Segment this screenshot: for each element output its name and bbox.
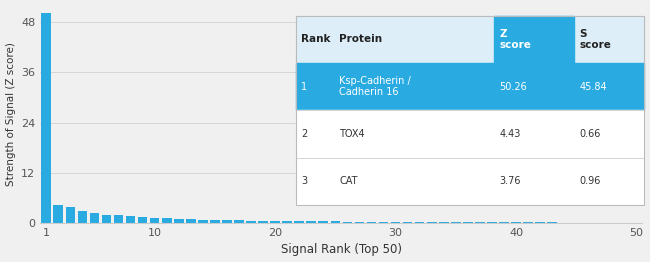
Text: CAT: CAT — [339, 176, 358, 186]
Bar — [391, 222, 400, 223]
Text: 4.43: 4.43 — [499, 129, 521, 139]
Bar — [296, 157, 644, 205]
Bar — [114, 216, 124, 223]
Text: 3: 3 — [301, 176, 307, 186]
Bar — [355, 222, 364, 223]
Bar — [427, 222, 437, 223]
Text: TOX4: TOX4 — [339, 129, 365, 139]
Bar — [294, 221, 304, 223]
Bar — [330, 221, 340, 223]
Bar — [451, 222, 461, 223]
Bar — [66, 207, 75, 223]
Bar — [403, 222, 412, 223]
Text: S
score: S score — [579, 29, 611, 50]
Bar — [296, 110, 644, 157]
Bar — [138, 217, 148, 223]
Text: Protein: Protein — [339, 34, 382, 44]
Text: 45.84: 45.84 — [579, 82, 607, 92]
Bar — [439, 222, 448, 223]
Bar — [367, 222, 376, 223]
Bar — [222, 220, 232, 223]
Text: Ksp-Cadherin /
Cadherin 16: Ksp-Cadherin / Cadherin 16 — [339, 76, 411, 97]
Bar — [198, 220, 207, 223]
Text: Rank: Rank — [301, 34, 330, 44]
Bar — [463, 222, 473, 223]
Text: 1: 1 — [301, 82, 307, 92]
Bar — [536, 222, 545, 223]
Bar — [186, 219, 196, 223]
Bar — [475, 222, 485, 223]
Bar — [343, 222, 352, 223]
Bar — [258, 221, 268, 223]
X-axis label: Signal Rank (Top 50): Signal Rank (Top 50) — [281, 243, 402, 256]
Bar — [560, 222, 569, 223]
Bar — [53, 205, 63, 223]
Bar — [150, 218, 159, 223]
Bar — [210, 220, 220, 223]
Bar — [415, 222, 424, 223]
Bar — [282, 221, 292, 223]
Bar — [162, 219, 172, 223]
Bar — [101, 215, 111, 223]
Bar — [547, 222, 557, 223]
Bar — [296, 16, 644, 63]
Bar — [379, 222, 388, 223]
Bar — [306, 221, 316, 223]
Bar — [571, 222, 581, 223]
Bar — [494, 16, 574, 63]
Text: 50.26: 50.26 — [499, 82, 527, 92]
Text: Z
score: Z score — [499, 29, 531, 50]
Bar — [90, 214, 99, 223]
Bar — [125, 216, 135, 223]
Bar — [511, 222, 521, 223]
Bar — [270, 221, 280, 223]
Text: 0.96: 0.96 — [579, 176, 601, 186]
Bar — [296, 16, 644, 205]
Bar — [174, 219, 183, 223]
Bar — [77, 211, 87, 223]
Text: 0.66: 0.66 — [579, 129, 601, 139]
Bar — [42, 13, 51, 223]
Bar — [499, 222, 509, 223]
Bar — [487, 222, 497, 223]
Bar — [246, 221, 256, 223]
Text: 2: 2 — [301, 129, 307, 139]
Y-axis label: Strength of Signal (Z score): Strength of Signal (Z score) — [6, 42, 16, 186]
Text: 3.76: 3.76 — [499, 176, 521, 186]
Bar — [296, 63, 644, 110]
Bar — [234, 220, 244, 223]
Bar — [318, 221, 328, 223]
Bar — [523, 222, 533, 223]
